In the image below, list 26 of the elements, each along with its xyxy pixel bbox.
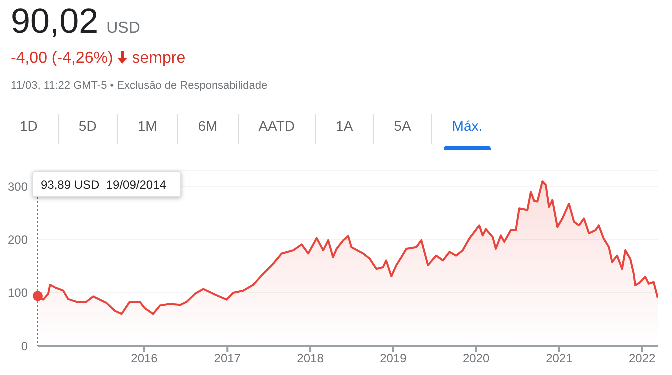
annotation: 93,89 USD 19/09/2014	[41, 178, 167, 192]
text: -4,00 (-4,26%)	[11, 50, 114, 67]
y-tick-label: 300	[8, 180, 28, 194]
text: 1A	[315, 114, 374, 144]
x-tick-label: 2017	[214, 352, 242, 366]
chart-subtitle: USD	[106, 20, 140, 37]
y-tick-label: 200	[8, 233, 28, 248]
text: Máx.	[431, 114, 503, 144]
text: 6M	[177, 114, 238, 144]
x-tick-label: 2018	[297, 352, 324, 366]
x-tick-label: 2022	[628, 352, 656, 366]
text: 11/03, 11:22 GMT-5 • Exclusão de Responsabilidade	[11, 80, 268, 92]
hover-tooltip: 93,89 USD 19/09/2014	[32, 172, 182, 346]
text: 1D	[19, 117, 39, 136]
text: sempre	[132, 50, 186, 67]
x-tick-label: 2021	[546, 352, 574, 366]
x-tick-label: 2019	[380, 352, 408, 366]
x-tick-label: 2020	[462, 352, 490, 366]
text: 5A	[373, 114, 432, 144]
y-tick-label: 100	[8, 286, 28, 300]
text: 1M	[116, 114, 178, 144]
text: AATD	[238, 114, 316, 144]
x-tick-label: 2016	[131, 352, 158, 366]
y-tick-label: 0	[21, 339, 28, 354]
chart-title: 90,02	[11, 2, 99, 41]
text: 5D	[58, 114, 117, 144]
